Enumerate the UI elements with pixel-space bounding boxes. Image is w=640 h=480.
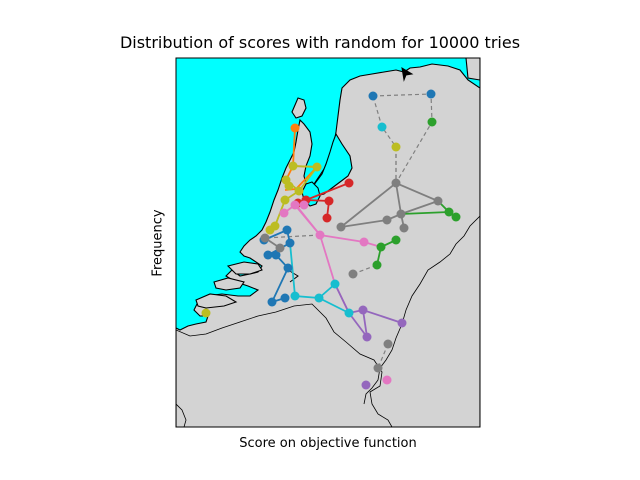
green-network-station [391,235,401,245]
purple-network-station [361,380,371,390]
y-axis-label: Frequency [150,209,166,277]
gray-network-station [399,223,409,233]
green-network-station [427,117,437,127]
purple-network-line [334,283,403,324]
gray-network-station [260,233,270,243]
gray-network-station [373,363,383,373]
pink-network-station [382,375,392,385]
x-axis-label: Score on objective function [239,436,417,451]
gray-network-station [391,178,401,188]
pink-network-station [290,200,300,210]
zeeland-island-1 [226,261,263,275]
red-network-station [344,178,354,188]
green-network-line [400,211,450,215]
axes-frame [175,57,481,428]
pink-network-station [299,200,309,210]
purple-network-station [358,305,368,315]
zeeland-island-2 [195,293,238,309]
cyan-network-station [377,122,387,132]
blue-network-station [368,91,378,101]
olive-network-station [201,308,211,318]
purple-network-line [362,309,368,338]
cyan-network-station [314,293,324,303]
blue-network-station [280,293,290,303]
blue-network-station [263,250,273,260]
gray-network-station [382,215,392,225]
orange-network-station [290,123,300,133]
pink-network-station [279,208,289,218]
red-network-station [322,213,332,223]
green-network-station [372,260,382,270]
olive-network-station [265,225,275,235]
blue-network-station [426,89,436,99]
gray-network-station [383,339,393,349]
green-network-station [451,212,461,222]
zeeland-island-3 [213,277,245,291]
purple-network-line [348,312,368,338]
olive-network-station [391,142,401,152]
red-network-station [324,196,334,206]
green-network-station [444,207,454,217]
purple-network-station [362,332,372,342]
olive-network-station [284,181,294,191]
cyan-network-station [344,308,354,318]
dashed-connection [264,234,321,239]
gray-network-line [340,181,441,228]
gray-network-station [348,269,358,279]
border-belgium [176,303,393,427]
olive-network-station [288,161,298,171]
north-arrow [401,67,414,82]
pink-network-line [295,204,321,236]
gray-network-station [336,222,346,232]
pink-network-station [315,230,325,240]
blue-network-station [285,238,295,248]
gray-network-station [396,209,406,219]
green-network-station [376,242,386,252]
gray-network-station [433,196,443,206]
rail-network [201,89,461,390]
purple-network-station [397,318,407,328]
blue-network-station [271,250,281,260]
blue-network-station [282,225,292,235]
texel-island [291,97,307,119]
olive-network-station [280,195,290,205]
olive-network-station [312,162,322,172]
border-south [176,403,187,427]
chart-title: Distribution of scores with random for 1… [119,33,521,52]
cyan-network-line [289,242,350,314]
blue-network-station [267,297,277,307]
wadden-island [465,58,480,81]
cyan-network-station [290,291,300,301]
border-germany [363,215,480,405]
blue-network-station [283,263,293,273]
pink-network-station [359,237,369,247]
olive-network-station [294,186,304,196]
cyan-network-station [330,279,340,289]
red-network-line [305,182,350,201]
gray-network-station [275,243,285,253]
